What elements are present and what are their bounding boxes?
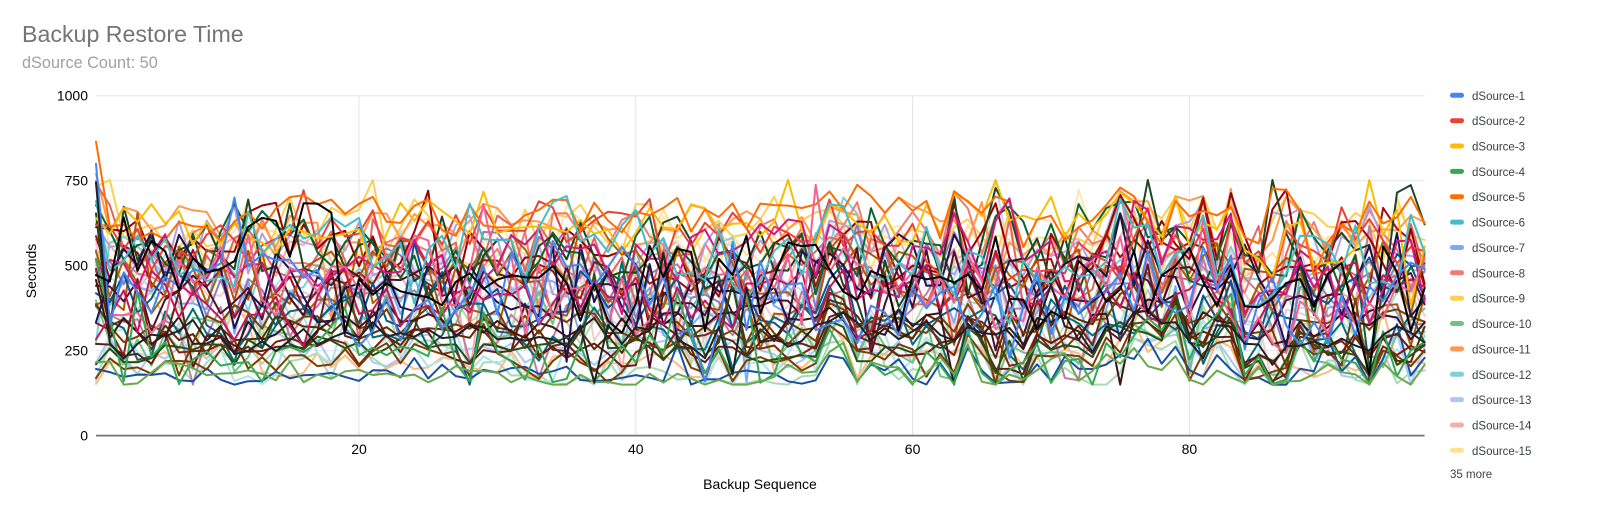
svg-text:1000: 1000 — [57, 88, 88, 104]
svg-text:dSource-14: dSource-14 — [1472, 421, 1532, 433]
svg-text:dSource-1: dSource-1 — [1472, 91, 1525, 103]
svg-text:40: 40 — [628, 441, 644, 457]
svg-text:dSource-6: dSource-6 — [1472, 218, 1525, 230]
svg-text:dSource-2: dSource-2 — [1472, 116, 1525, 128]
svg-text:35 more: 35 more — [1450, 469, 1492, 481]
svg-text:500: 500 — [65, 258, 89, 274]
svg-text:dSource-5: dSource-5 — [1472, 192, 1525, 204]
svg-text:dSource-7: dSource-7 — [1472, 243, 1525, 255]
svg-text:dSource-3: dSource-3 — [1472, 142, 1525, 154]
svg-text:dSource-9: dSource-9 — [1472, 294, 1525, 306]
svg-text:dSource-10: dSource-10 — [1472, 319, 1531, 331]
svg-text:0: 0 — [80, 428, 88, 444]
svg-text:Seconds: Seconds — [23, 244, 39, 298]
svg-text:Backup Restore Time: Backup Restore Time — [22, 21, 244, 47]
svg-text:dSource-13: dSource-13 — [1472, 395, 1531, 407]
svg-text:dSource-12: dSource-12 — [1472, 370, 1531, 382]
svg-text:dSource-15: dSource-15 — [1472, 446, 1531, 458]
svg-text:60: 60 — [905, 441, 921, 457]
svg-text:20: 20 — [351, 441, 367, 457]
svg-text:750: 750 — [65, 173, 89, 189]
svg-text:dSource-8: dSource-8 — [1472, 268, 1525, 280]
svg-text:dSource-11: dSource-11 — [1472, 344, 1531, 356]
svg-text:80: 80 — [1182, 441, 1198, 457]
svg-text:dSource Count: 50: dSource Count: 50 — [22, 54, 158, 72]
svg-text:250: 250 — [65, 343, 89, 359]
svg-text:Backup Sequence: Backup Sequence — [703, 476, 817, 492]
svg-text:dSource-4: dSource-4 — [1472, 167, 1526, 179]
